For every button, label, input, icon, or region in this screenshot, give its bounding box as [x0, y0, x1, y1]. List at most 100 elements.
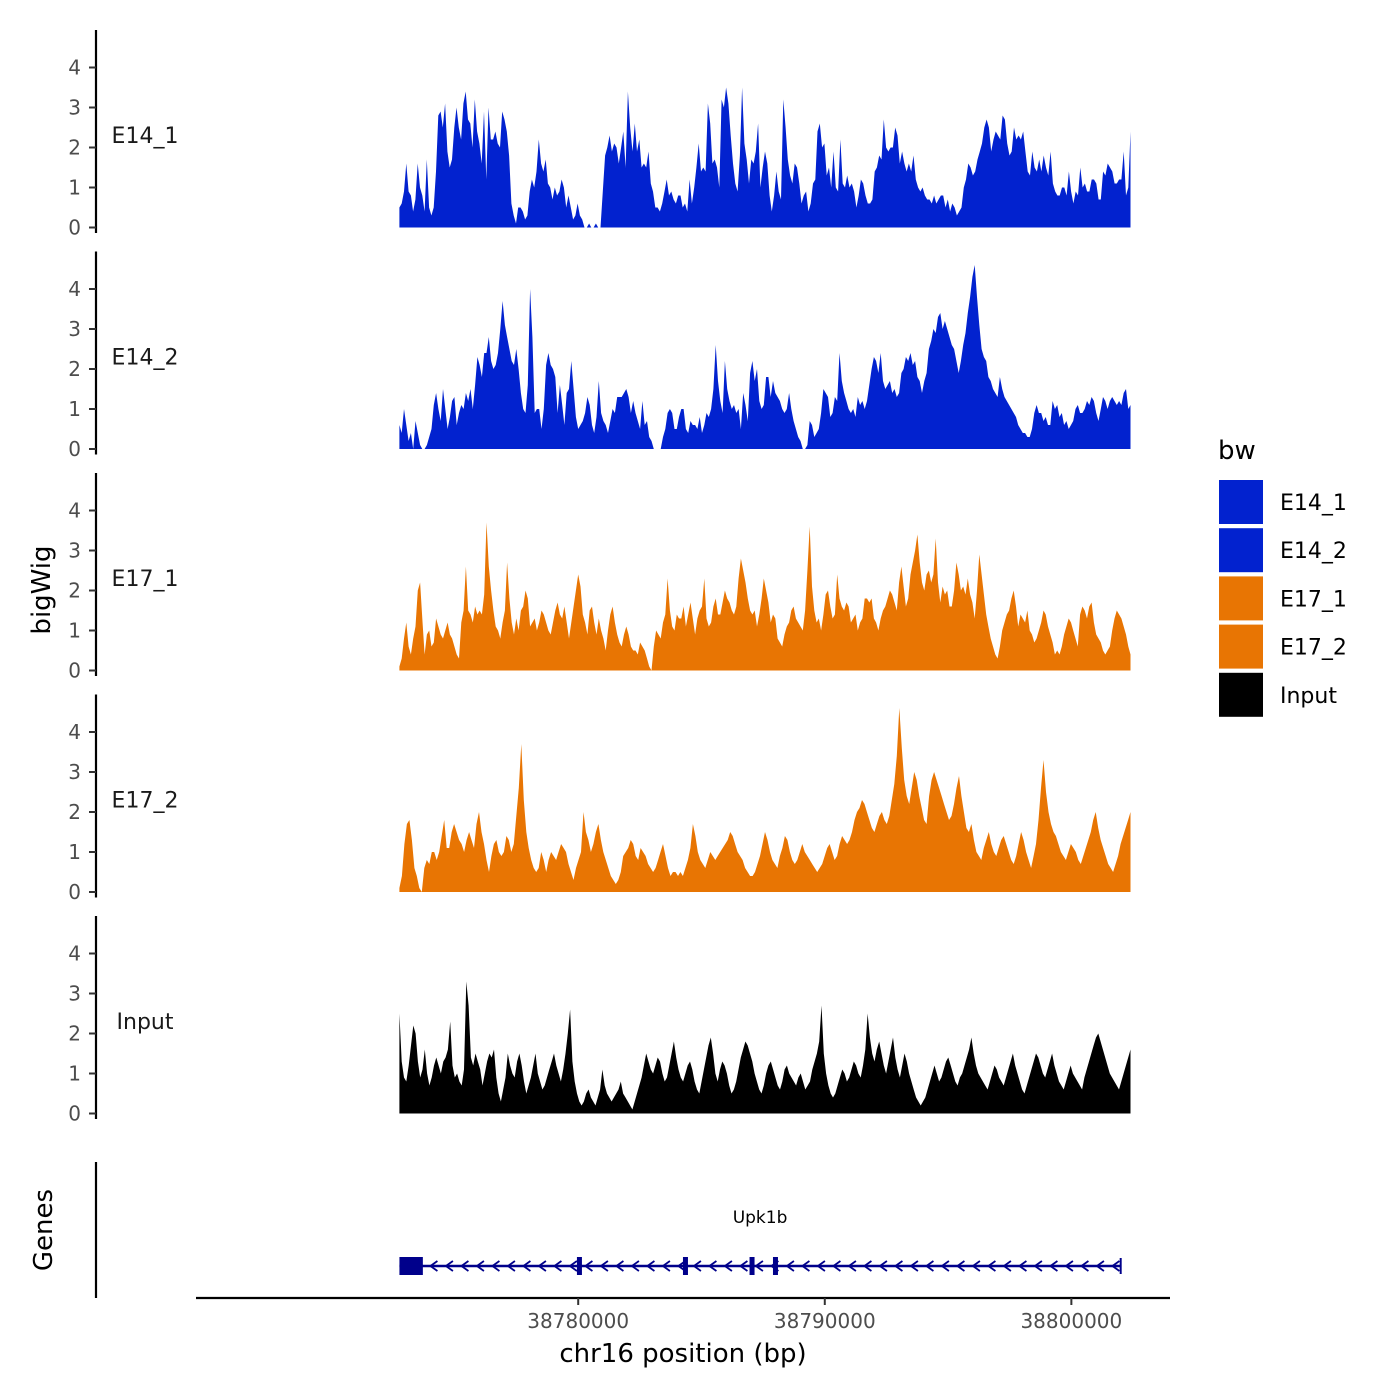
track-e17-2: 0 1 2 3 4 E17_2 — [68, 694, 1131, 904]
genes-panel: Genes Upk1b — [29, 1162, 1122, 1298]
legend-label: E14_2 — [1280, 539, 1347, 564]
legend-label: E14_1 — [1280, 491, 1347, 516]
coverage-area — [399, 708, 1131, 892]
y-tick-label: 4 — [68, 277, 81, 301]
strand-arrow — [475, 1260, 485, 1272]
strand-arrow — [521, 1260, 531, 1272]
strand-arrow — [630, 1260, 640, 1272]
y-tick-label: 1 — [68, 176, 81, 200]
y-tick-label: 2 — [68, 579, 81, 603]
y-tick-label: 0 — [68, 1102, 81, 1126]
strand-arrow — [459, 1260, 469, 1272]
y-axis-title: bigWig — [27, 545, 57, 634]
strand-arrow — [614, 1260, 624, 1272]
strand-arrow — [428, 1260, 438, 1272]
coverage-area — [399, 522, 1131, 671]
legend-key-e17-1 — [1219, 576, 1263, 621]
legend-key-input — [1219, 672, 1263, 717]
gene-exon — [772, 1257, 778, 1275]
strand-arrow — [1095, 1260, 1105, 1272]
coverage-area — [399, 265, 1131, 449]
y-tick-label: 3 — [68, 317, 81, 341]
strand-arrow — [1079, 1260, 1089, 1272]
strand-arrow — [893, 1260, 903, 1272]
strand-arrow — [738, 1260, 748, 1272]
x-tick-label: 38780000 — [527, 1309, 629, 1333]
strand-arrow — [1002, 1260, 1012, 1272]
y-tick-label: 3 — [68, 760, 81, 784]
strand-arrow — [707, 1260, 717, 1272]
strand-arrow — [1033, 1260, 1043, 1272]
legend-label: E17_1 — [1280, 587, 1347, 612]
y-tick-label: 0 — [68, 216, 81, 240]
gene-exon — [576, 1257, 582, 1275]
y-tick-label: 4 — [68, 720, 81, 744]
y-tick-label: 4 — [68, 56, 81, 80]
strand-arrow — [831, 1260, 841, 1272]
strand-arrow — [645, 1260, 655, 1272]
gene-exon — [682, 1257, 688, 1275]
strand-arrow — [568, 1260, 578, 1272]
strand-arrow — [506, 1260, 516, 1272]
y-tick-label: 4 — [68, 942, 81, 966]
y-tick-label: 1 — [68, 1062, 81, 1086]
strand-arrow — [940, 1260, 950, 1272]
legend-label: Input — [1280, 684, 1337, 709]
track-e14-1: 0 1 2 3 4 E14_1 — [68, 30, 1131, 240]
strand-arrow — [537, 1260, 547, 1272]
track-label: Input — [117, 1010, 174, 1035]
y-tick-label: 3 — [68, 982, 81, 1006]
strand-arrow — [878, 1260, 888, 1272]
y-tick-label: 3 — [68, 96, 81, 120]
strand-arrow — [661, 1260, 671, 1272]
x-axis: 38780000 38790000 38800000 — [196, 1296, 1170, 1333]
gene-name-label: Upk1b — [733, 1208, 788, 1228]
track-label: E14_1 — [112, 124, 179, 149]
y-tick-label: 4 — [68, 499, 81, 523]
track-input: 0 1 2 3 4 Input — [68, 916, 1131, 1126]
x-tick-label: 38800000 — [1020, 1309, 1122, 1333]
y-tick-label: 0 — [68, 437, 81, 461]
strand-arrow — [971, 1260, 981, 1272]
strand-arrow — [723, 1260, 733, 1272]
strand-arrow — [692, 1260, 702, 1272]
strand-arrow — [599, 1260, 609, 1272]
legend-label: E17_2 — [1280, 636, 1347, 661]
legend-key-e14-2 — [1219, 528, 1263, 573]
y-tick-label: 1 — [68, 397, 81, 421]
track-label: E14_2 — [112, 346, 179, 371]
bigwig-tracks: 0 1 2 3 4 E14_1 0 1 2 3 4 E14_2 0 1 2 3 4 E17_1 0 1 2 3 4 E17_2… — [68, 30, 1131, 1126]
legend: bw E14_1 E14_2 E17_1 E17_2 Input — [1218, 436, 1347, 717]
track-e17-1: 0 1 2 3 4 E17_1 — [68, 473, 1131, 683]
strand-arrow — [1064, 1260, 1074, 1272]
gene-exon — [749, 1257, 755, 1275]
strand-arrow — [955, 1260, 965, 1272]
gene-utr-block — [399, 1257, 423, 1275]
y-tick-label: 0 — [68, 880, 81, 904]
strand-arrow — [1017, 1260, 1027, 1272]
y-tick-label: 1 — [68, 619, 81, 643]
genes-axis-title: Genes — [29, 1189, 59, 1271]
strand-arrow — [1048, 1260, 1058, 1272]
legend-key-e17-2 — [1219, 624, 1263, 669]
track-label: E17_2 — [112, 789, 179, 814]
strand-arrow — [552, 1260, 562, 1272]
strand-arrow — [800, 1260, 810, 1272]
strand-arrow — [986, 1260, 996, 1272]
y-tick-label: 1 — [68, 840, 81, 864]
y-tick-label: 2 — [68, 1022, 81, 1046]
strand-arrow — [862, 1260, 872, 1272]
x-axis-title: chr16 position (bp) — [559, 1339, 806, 1369]
strand-arrow — [847, 1260, 857, 1272]
y-tick-label: 0 — [68, 659, 81, 683]
strand-arrow — [785, 1260, 795, 1272]
strand-arrow — [754, 1260, 764, 1272]
y-tick-label: 2 — [68, 136, 81, 160]
y-tick-label: 2 — [68, 357, 81, 381]
strand-arrow — [490, 1260, 500, 1272]
strand-arrow — [1110, 1260, 1120, 1272]
legend-key-e14-1 — [1219, 480, 1263, 524]
coverage-area — [399, 87, 1131, 228]
track-label: E17_1 — [112, 567, 179, 592]
